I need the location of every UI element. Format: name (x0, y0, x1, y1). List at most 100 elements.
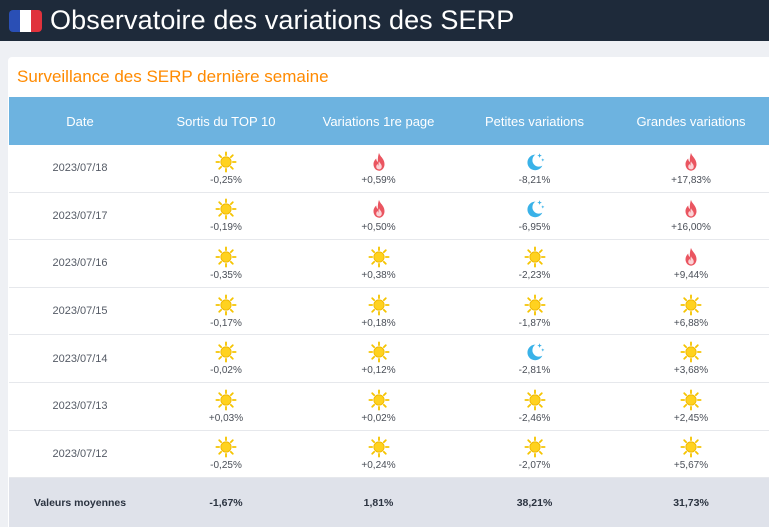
sun-icon (367, 294, 390, 316)
variation-value: +0,02% (361, 412, 396, 424)
date-text: 2023/07/15 (52, 305, 108, 318)
sun-icon (215, 294, 237, 316)
sun-icon (680, 389, 702, 411)
column-header-first-page[interactable]: Variations 1re page (322, 113, 435, 129)
cell-first-page: +0,02% (301, 383, 456, 430)
cell-large-variations: +6,88% (613, 288, 769, 335)
cell-first-page: +0,59% (301, 145, 456, 192)
variation-value: +0,38% (361, 269, 396, 281)
variation-value: +16,00% (671, 222, 711, 234)
cell-large-variations: +9,44% (613, 240, 769, 287)
date-cell: 2023/07/18 (9, 145, 151, 192)
cell-large-variations: +17,83% (613, 145, 769, 192)
variation-value: +0,50% (361, 222, 396, 234)
variation-value: -8,21% (518, 174, 551, 186)
date-text: 2023/07/18 (52, 162, 108, 175)
sun-icon (367, 246, 390, 268)
variation-value: +9,44% (673, 269, 709, 281)
moon-icon (524, 341, 546, 363)
cell-large-variations: +2,45% (613, 383, 769, 430)
variation-value: -0,25% (210, 460, 242, 472)
date-cell: 2023/07/12 (9, 431, 151, 478)
fire-icon (368, 198, 390, 220)
date-cell: 2023/07/14 (9, 335, 151, 382)
footer-value: -1,67% (209, 496, 243, 509)
sun-icon (367, 389, 390, 411)
variation-value: -6,95% (518, 222, 551, 234)
variation-value: -0,35% (210, 269, 242, 281)
variation-value: -0,25% (210, 174, 242, 186)
fire-icon (680, 246, 702, 268)
variation-value: -0,17% (210, 317, 242, 329)
date-text: 2023/07/16 (52, 257, 108, 270)
sun-icon (523, 246, 546, 268)
cell-small-variations: -2,46% (456, 383, 613, 430)
serp-card: Surveillance des SERP dernière semaine D… (8, 57, 769, 527)
table-row: 2023/07/14 -0,02% +0,12% -2,81% +3,68% (9, 335, 769, 383)
table-row: 2023/07/18 -0,25% +0,59% -8,21% +17,83% (9, 145, 769, 193)
variation-value: -2,07% (518, 460, 551, 472)
cell-first-page: +0,50% (301, 193, 456, 240)
cell-first-page: +0,24% (301, 431, 456, 478)
cell-large-variations: +5,67% (613, 431, 769, 478)
variation-value: +2,45% (673, 412, 709, 424)
sun-icon (680, 436, 702, 458)
sun-icon (215, 436, 237, 458)
sun-icon (680, 341, 702, 363)
table-body: 2023/07/18 -0,25% +0,59% -8,21% +17,83% 2023/… (9, 145, 769, 479)
sun-icon (367, 436, 390, 458)
cell-small-variations: -2,81% (456, 335, 613, 382)
variation-value: -0,02% (210, 365, 242, 377)
column-header-small-variations[interactable]: Petites variations (485, 113, 584, 129)
variation-value: +3,68% (673, 365, 709, 377)
date-text: 2023/07/17 (52, 209, 108, 222)
cell-top10: -0,19% (151, 193, 301, 240)
table-footer: Valeurs moyennes -1,67% 1,81% 38,21% 31,… (9, 478, 769, 527)
variation-value: +0,24% (361, 460, 396, 472)
sun-icon (215, 389, 237, 411)
moon-icon (524, 198, 546, 220)
top-bar: Observatoire des variations des SERP (0, 0, 769, 41)
footer-value: 31,73% (673, 496, 709, 509)
cell-small-variations: -6,95% (456, 193, 613, 240)
variation-value: +17,83% (671, 174, 711, 186)
table-row: 2023/07/12 -0,25% +0,24% -2,07% +5,67% (9, 431, 769, 479)
cell-first-page: +0,12% (301, 335, 456, 382)
sun-icon (215, 151, 237, 173)
variation-value: +5,67% (673, 460, 709, 472)
cell-top10: +0,03% (151, 383, 301, 430)
variation-value: -2,81% (518, 365, 551, 377)
variation-value: +6,88% (673, 317, 709, 329)
footer-label: Valeurs moyennes (33, 496, 127, 509)
footer-value: 1,81% (363, 496, 394, 509)
page-title: Observatoire des variations des SERP (50, 5, 515, 35)
variation-value: -2,46% (518, 412, 551, 424)
footer-value: 38,21% (516, 496, 553, 509)
variation-value: +0,18% (361, 317, 396, 329)
cell-small-variations: -2,07% (456, 431, 613, 478)
variation-value: -0,19% (210, 222, 242, 234)
column-header-date[interactable]: Date (66, 113, 94, 129)
france-flag-icon (9, 9, 42, 32)
fire-icon (368, 151, 390, 173)
table-row: 2023/07/17 -0,19% +0,50% -6,95% +16,00% (9, 193, 769, 241)
cell-top10: -0,25% (151, 145, 301, 192)
date-cell: 2023/07/17 (9, 193, 151, 240)
date-cell: 2023/07/16 (9, 240, 151, 287)
sun-icon (523, 389, 546, 411)
table-row: 2023/07/15 -0,17% +0,18% -1,87% +6,88% (9, 288, 769, 336)
column-header-large-variations[interactable]: Grandes variations (636, 113, 746, 129)
date-cell: 2023/07/15 (9, 288, 151, 335)
sun-icon (215, 246, 237, 268)
column-header-top10[interactable]: Sortis du TOP 10 (176, 113, 276, 129)
cell-top10: -0,17% (151, 288, 301, 335)
date-cell: 2023/07/13 (9, 383, 151, 430)
variation-value: -1,87% (518, 317, 551, 329)
cell-large-variations: +16,00% (613, 193, 769, 240)
fire-icon (680, 151, 702, 173)
table-header: Date Sortis du TOP 10 Variations 1re pag… (9, 97, 769, 145)
cell-small-variations: -1,87% (456, 288, 613, 335)
date-text: 2023/07/12 (52, 447, 108, 460)
cell-top10: -0,25% (151, 431, 301, 478)
variation-value: +0,12% (361, 365, 396, 377)
